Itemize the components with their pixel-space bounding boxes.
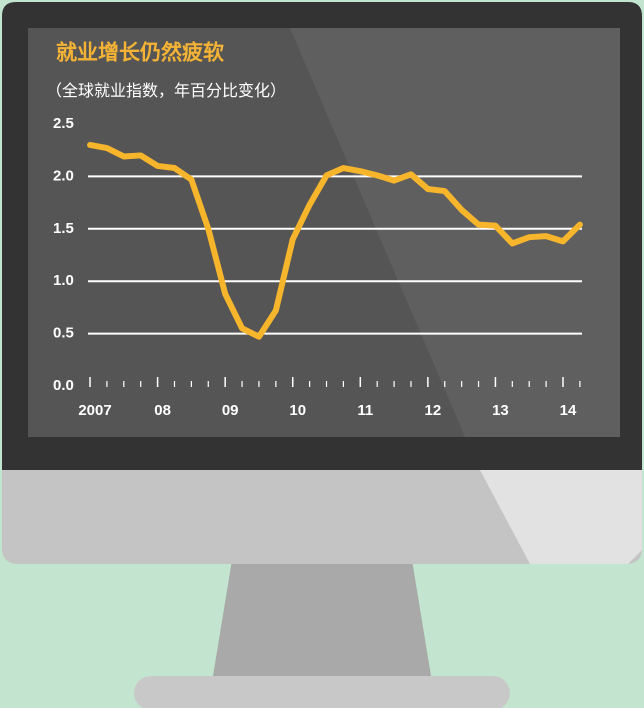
y-tick-label: 0.5 <box>53 325 74 342</box>
x-tick-label: 11 <box>357 402 373 419</box>
monitor-stand <box>212 560 432 682</box>
x-tick-label: 08 <box>154 402 171 419</box>
y-tick-label: 1.0 <box>53 272 74 289</box>
chart-title: 就业增长仍然疲软 <box>56 41 224 65</box>
y-tick-label: 0.0 <box>53 377 74 394</box>
y-tick-label: 2.0 <box>53 167 74 184</box>
x-tick-label: 09 <box>222 402 239 419</box>
chart-subtitle: （全球就业指数，年百分比变化） <box>46 82 286 100</box>
x-tick-label: 13 <box>492 402 509 419</box>
x-tick-label: 12 <box>425 402 442 419</box>
y-tick-label: 2.5 <box>53 115 74 132</box>
monitor-chart: 就业增长仍然疲软 （全球就业指数，年百分比变化） 0.0 0.5 1.0 1.5 2.0… <box>0 0 644 708</box>
x-tick-label: 14 <box>560 402 577 419</box>
x-tick-label: 10 <box>289 402 306 419</box>
x-tick-label: 2007 <box>78 402 111 419</box>
monitor-base <box>134 676 510 708</box>
y-tick-label: 1.5 <box>53 220 74 237</box>
